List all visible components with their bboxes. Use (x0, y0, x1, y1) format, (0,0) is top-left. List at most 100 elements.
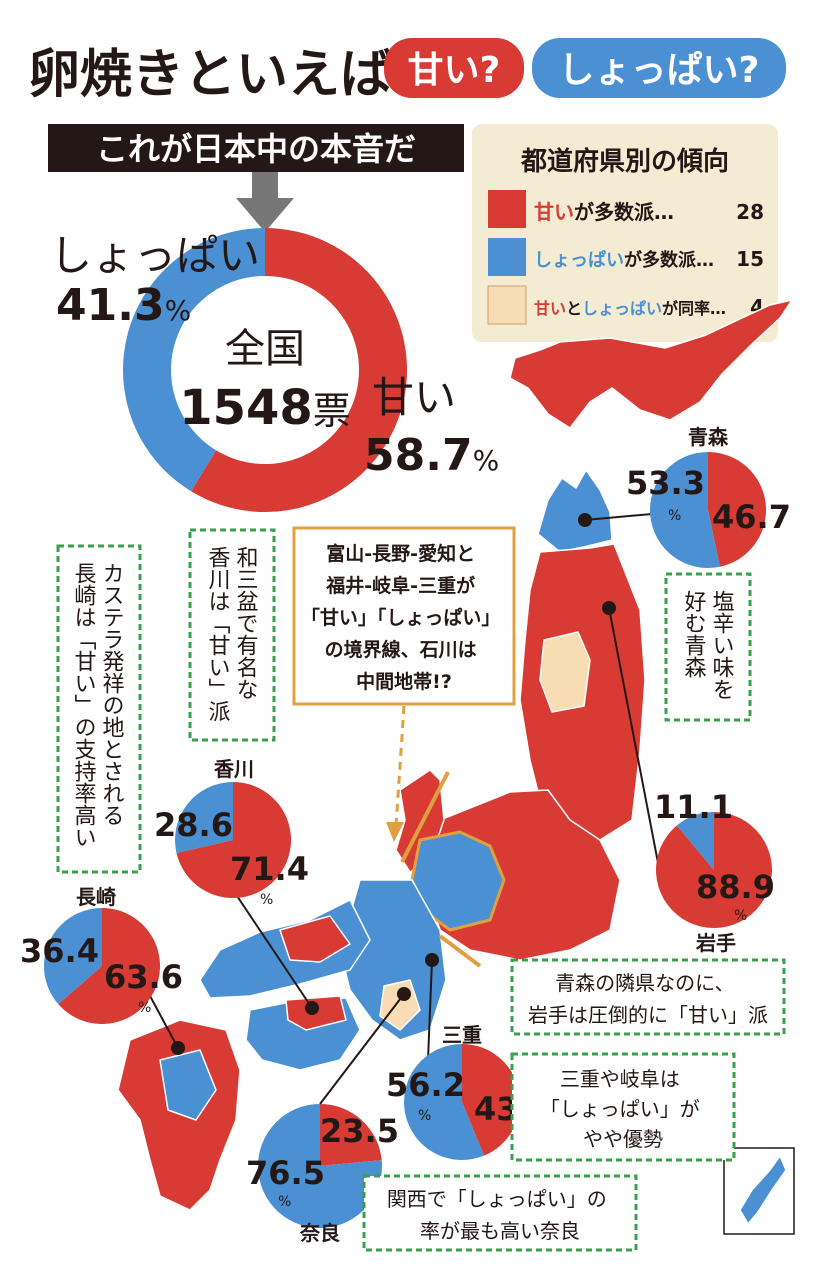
sweet-badge: 甘い? (384, 38, 524, 98)
kagawa-note-line-2: 香川は「甘い」派 (205, 546, 231, 722)
kagawa-note: 和三盆で有名な 香川は「甘い」派 (188, 528, 276, 742)
nara-note: 関西で「しょっぱい」の 率が最も高い奈良 (362, 1174, 638, 1252)
nara-note-line-1: 関西で「しょっぱい」の (387, 1187, 607, 1211)
kagawa-note-line-1: 和三盆で有名な (233, 546, 259, 700)
pie-salty-mie: 56.2 (386, 1066, 465, 1104)
boundary-line-south (438, 934, 482, 968)
svg-text:富山-長野-愛知と 福井-岐阜-三重が: 富山-長野-愛知と 福井-岐阜-三重が 「甘い」「しょっぱい」 の境界線、石川は… (301, 542, 507, 693)
national-sweet-unit: % (473, 444, 500, 477)
pie-salty-nara: 76.5 (246, 1154, 325, 1192)
map-tie-area (539, 631, 591, 713)
legend-salty-count: 15 (736, 247, 764, 271)
mie-note-line-3: やや優勢 (583, 1127, 663, 1151)
legend-salty-suffix: が多数派… (624, 249, 714, 271)
boundary-line-east (400, 771, 450, 863)
legend-item-sweet: 甘いが多数派… 28 (488, 190, 764, 228)
national-center-label: 全国 (225, 326, 305, 372)
pie-aomori (650, 452, 767, 568)
legend-tie-suffix: が同率… (662, 299, 726, 318)
subtitle: これが日本中の本音だ (96, 130, 416, 168)
svg-text:青森の隣県なのに、 岩手は圧倒的に「甘い」派: 青森の隣県なのに、 岩手は圧倒的に「甘い」派 (528, 971, 768, 1027)
pie-unit-mie: % (418, 1108, 431, 1124)
pie-sweet-kagawa: 71.4 (230, 850, 309, 888)
boundary-line-3: 「甘い」「しょっぱい」 (301, 606, 501, 629)
pie-name-nara: 奈良 (299, 1221, 340, 1245)
pie-slice-salty-aomori (650, 452, 720, 568)
national-center-value: 1548 (179, 380, 313, 436)
nagasaki-note: カステラ発祥の地とされる 長崎は「甘い」の支持率高い (56, 544, 142, 874)
map-okinawa (739, 1155, 787, 1225)
pie-sweet-aomori: 46.7 (712, 498, 791, 536)
nara-note-line-2: 率が最も高い奈良 (420, 1219, 580, 1243)
pie-slice-sweet-aomori (708, 452, 767, 567)
sweet-badge-text: 甘い? (408, 50, 501, 91)
pie-slice-salty-nagasaki (43, 908, 102, 1005)
national-sweet-label: 甘い (372, 373, 456, 422)
pie-name-aomori: 青森 (688, 425, 729, 449)
salty-badge: しょっぱい? (532, 38, 786, 98)
pie-name-iwate: 岩手 (695, 931, 736, 955)
map-kyushu (117, 1019, 241, 1211)
pie-slice-salty-kagawa (175, 782, 233, 854)
pie-unit-nagasaki: % (138, 1000, 151, 1016)
aomori-note-line-2: 好む青森 (681, 590, 707, 678)
legend-sweet-count: 28 (736, 200, 764, 224)
pie-slice-sweet-mie (462, 1044, 520, 1156)
svg-text:関西で「しょっぱい」の 率が最も高い奈良: 関西で「しょっぱい」の 率が最も高い奈良 (387, 1187, 613, 1243)
pie-slice-salty-mie (403, 1044, 485, 1160)
map-kyushu-blue (159, 1049, 217, 1121)
aomori-note-line-1: 塩辛い味を (709, 590, 735, 700)
svg-text:甘いが多数派…: 甘いが多数派… (534, 200, 674, 224)
legend-sweet-text: 甘い (534, 200, 574, 224)
nagasaki-note-line-1: カステラ発祥の地とされる (99, 562, 125, 826)
legend-tie-text-a: 甘い (534, 299, 566, 318)
pie-sweet-iwate: 88.9 (696, 868, 775, 906)
legend-tie-text-mid: と (566, 299, 582, 318)
down-arrow-icon (236, 172, 294, 232)
svg-text:58.7%: 58.7% (364, 430, 499, 481)
pie-salty-kagawa: 28.6 (154, 806, 233, 844)
pie-slice-sweet-nara (320, 1104, 382, 1166)
mie-note-line-2: 「しょっぱい」が (540, 1097, 700, 1121)
pie-sweet-nara: 23.5 (320, 1112, 399, 1150)
pie-name-kagawa: 香川 (214, 757, 254, 781)
pie-slice-salty-nara (257, 1104, 382, 1228)
mie-note: 三重や岐阜は 「しょっぱい」が やや優勢 (510, 1052, 736, 1162)
pie-slice-sweet-kagawa (176, 782, 292, 898)
boundary-callout: 富山-長野-愛知と 福井-岐阜-三重が 「甘い」「しょっぱい」 の境界線、石川は… (292, 526, 516, 842)
pie-unit-aomori: % (668, 508, 681, 524)
national-salty-value: 41.3 (56, 280, 165, 331)
svg-text:三重や岐阜は 「しょっぱい」が やや: 三重や岐阜は 「しょっぱい」が やや優勢 (540, 1067, 706, 1151)
legend: 都道府県別の傾向 甘いが多数派… 28 しょっぱいが多数派… 15 甘いとしょっ… (472, 124, 778, 342)
boundary-line-5: 中間地帯!? (356, 670, 452, 693)
map-chugoku (199, 899, 371, 999)
pie-nara (257, 1104, 382, 1228)
pie-slice-sweet-iwate (655, 812, 772, 929)
main-title: 卵焼きといえば (28, 45, 392, 105)
svg-text:41.3%: 41.3% (56, 280, 191, 331)
pie-mie (403, 1044, 520, 1160)
legend-item-tie: 甘いとしょっぱいが同率… 4 (487, 285, 764, 325)
pie-nagasaki (43, 908, 160, 1025)
pie-iwate (655, 812, 772, 929)
legend-item-salty: しょっぱいが多数派… 15 (488, 238, 764, 276)
legend-salty-text: しょっぱい (534, 249, 624, 271)
legend-sweet-suffix: が多数派… (574, 200, 674, 224)
national-salty-label: しょっぱい (50, 231, 260, 280)
mie-note-line-1: 三重や岐阜は (560, 1067, 680, 1091)
iwate-note: 青森の隣県なのに、 岩手は圧倒的に「甘い」派 (510, 958, 786, 1036)
pie-name-nagasaki: 長崎 (76, 885, 116, 909)
pie-salty-iwate: 11.1 (654, 788, 733, 826)
nagasaki-note-line-2: 長崎は「甘い」の支持率高い (71, 562, 97, 848)
iwate-note-line-1: 青森の隣県なのに、 (555, 971, 734, 995)
okinawa-inset-frame (723, 1147, 795, 1235)
pie-salty-aomori: 53.3 (626, 464, 705, 502)
national-sweet-value: 58.7 (364, 430, 473, 481)
legend-title: 都道府県別の傾向 (520, 146, 729, 177)
boundary-line-1: 富山-長野-愛知と (326, 542, 475, 565)
pie-unit-nara: % (278, 1194, 291, 1210)
pie-name-mie: 三重 (442, 1023, 482, 1047)
boundary-line-4: の境界線、石川は (325, 638, 477, 661)
iwate-note-line-2: 岩手は圧倒的に「甘い」派 (528, 1003, 768, 1027)
subtitle-band: これが日本中の本音だ (48, 124, 464, 172)
